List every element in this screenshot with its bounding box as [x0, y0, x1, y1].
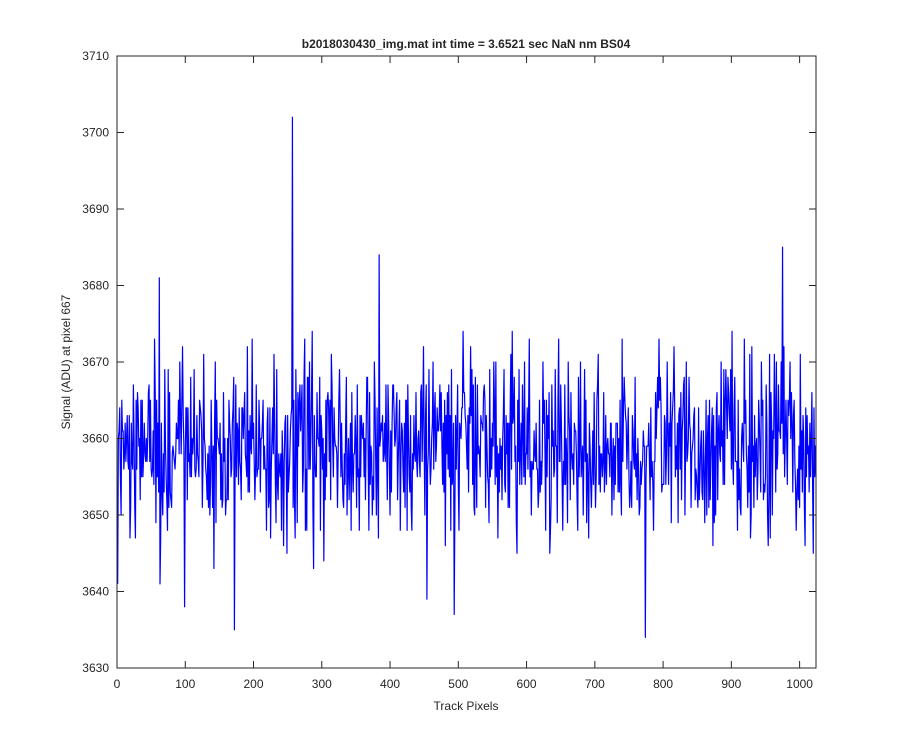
chart-title: b2018030430_img.mat int time = 3.6521 se…	[302, 37, 631, 51]
y-tick-label: 3690	[82, 202, 109, 216]
y-tick-label: 3630	[82, 661, 109, 675]
x-tick-label: 600	[517, 677, 537, 691]
y-tick-label: 3710	[82, 49, 109, 63]
y-tick-label: 3680	[82, 279, 109, 293]
x-tick-label: 100	[175, 677, 195, 691]
y-axis-label: Signal (ADU) at pixel 667	[59, 294, 73, 429]
x-tick-label: 300	[312, 677, 332, 691]
y-tick-label: 3640	[82, 585, 109, 599]
x-tick-label: 0	[114, 677, 121, 691]
plot-area	[117, 56, 816, 668]
y-tick-label: 3670	[82, 355, 109, 369]
x-tick-label: 400	[380, 677, 400, 691]
x-tick-label: 200	[244, 677, 264, 691]
x-tick-label: 900	[721, 677, 741, 691]
x-axis-label: Track Pixels	[434, 699, 499, 713]
x-tick-label: 500	[448, 677, 468, 691]
x-tick-label: 700	[585, 677, 605, 691]
x-tick-label: 800	[653, 677, 673, 691]
y-axis-ticks: 3630 3640 3650 3660 3670 3680 3690 3700 3710	[82, 49, 816, 675]
x-axis-ticks: 0 100 200 300 400 500 600 700 800 900 1000	[114, 56, 813, 691]
y-tick-label: 3650	[82, 508, 109, 522]
series-layer	[117, 116, 817, 638]
series-line-0	[117, 116, 817, 638]
y-tick-label: 3700	[82, 126, 109, 140]
y-tick-label: 3660	[82, 432, 109, 446]
x-tick-label: 1000	[786, 677, 813, 691]
